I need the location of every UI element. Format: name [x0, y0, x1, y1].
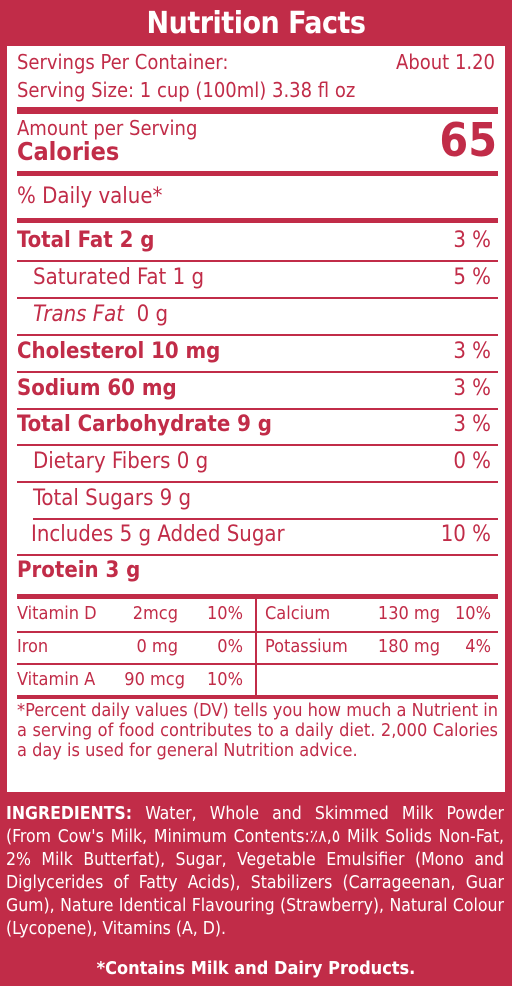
- total-carbohydrate-dv: 3 %: [453, 412, 491, 437]
- grid-row-divider: [17, 663, 498, 665]
- potassium-amount: 180 mg: [377, 636, 440, 657]
- row-divider: [17, 444, 498, 446]
- thick-divider: [17, 107, 498, 114]
- calcium-dv: 10%: [455, 603, 491, 624]
- trans-fat-amount: 0 g: [124, 302, 169, 327]
- trans-fat-row: Trans Fat 0 g: [33, 302, 168, 327]
- row-divider: [17, 334, 498, 336]
- ingredients-text: Water, Whole and Skimmed Milk Powder (Fr…: [6, 804, 504, 939]
- row-divider: [17, 260, 498, 262]
- serving-size: Serving Size: 1 cup (100ml) 3.38 fl oz: [17, 78, 356, 102]
- vitamin-d-dv: 10%: [207, 603, 243, 624]
- cholesterol-label: Cholesterol 10 mg: [17, 339, 221, 364]
- total-carbohydrate-label: Total Carbohydrate 9 g: [17, 412, 272, 437]
- row-divider: [33, 518, 498, 520]
- servings-per-container-value: About 1.20: [396, 50, 495, 74]
- row-divider: [17, 371, 498, 373]
- row-divider: [17, 481, 498, 483]
- calcium-name: Calcium: [265, 603, 331, 624]
- iron-name: Iron: [17, 636, 49, 657]
- added-sugar-dv: 10 %: [440, 522, 491, 547]
- medium-divider: [17, 695, 498, 699]
- total-sugars-label: Total Sugars 9 g: [33, 486, 192, 511]
- dietary-fibers-dv: 0 %: [453, 449, 491, 474]
- potassium-dv: 4%: [465, 636, 491, 657]
- row-divider: [17, 297, 498, 299]
- grid-row-divider: [17, 631, 498, 633]
- vitamin-d-name: Vitamin D: [17, 603, 97, 624]
- row-divider: [17, 408, 498, 410]
- calcium-amount: 130 mg: [377, 603, 440, 624]
- medium-divider: [17, 218, 498, 223]
- row-divider: [17, 554, 498, 556]
- vitamin-a-name: Vitamin A: [17, 669, 96, 690]
- grid-vertical-divider: [255, 599, 257, 695]
- daily-value-footnote: *Percent daily values (DV) tells you how…: [17, 700, 498, 761]
- protein-label: Protein 3 g: [17, 558, 141, 583]
- ingredients-label: INGREDIENTS:: [6, 804, 133, 824]
- iron-dv: 0%: [217, 636, 243, 657]
- vitamin-a-amount: 90 mcg: [124, 669, 185, 690]
- vitamin-d-amount: 2mcg: [132, 603, 178, 624]
- sodium-dv: 3 %: [453, 376, 491, 401]
- dietary-fibers-label: Dietary Fibers 0 g: [33, 449, 209, 474]
- total-fat-label: Total Fat 2 g: [17, 228, 155, 253]
- ingredients-block: INGREDIENTS: Water, Whole and Skimmed Mi…: [6, 803, 504, 941]
- servings-per-container-label: Servings Per Container:: [17, 50, 229, 74]
- cholesterol-dv: 3 %: [453, 339, 491, 364]
- label-title: Nutrition Facts: [146, 6, 366, 41]
- allergen-statement: *Contains Milk and Dairy Products.: [96, 958, 416, 979]
- potassium-name: Potassium: [265, 636, 348, 657]
- medium-divider: [17, 171, 498, 176]
- calories-label: Calories: [17, 137, 120, 166]
- nutrition-panel: Servings Per Container: About 1.20 Servi…: [7, 46, 505, 792]
- total-fat-dv: 3 %: [453, 228, 491, 253]
- saturated-fat-dv: 5 %: [453, 265, 491, 290]
- saturated-fat-label: Saturated Fat 1 g: [33, 265, 205, 290]
- calories-value: 65: [439, 113, 497, 167]
- medium-divider: [17, 594, 498, 599]
- daily-value-header: % Daily value*: [17, 184, 163, 209]
- trans-fat-label: Trans Fat: [33, 302, 125, 327]
- sodium-label: Sodium 60 mg: [17, 376, 177, 401]
- iron-amount: 0 mg: [136, 636, 178, 657]
- added-sugar-label: Includes 5 g Added Sugar: [31, 522, 285, 547]
- amount-per-serving-label: Amount per Serving: [17, 116, 198, 140]
- vitamin-a-dv: 10%: [207, 669, 243, 690]
